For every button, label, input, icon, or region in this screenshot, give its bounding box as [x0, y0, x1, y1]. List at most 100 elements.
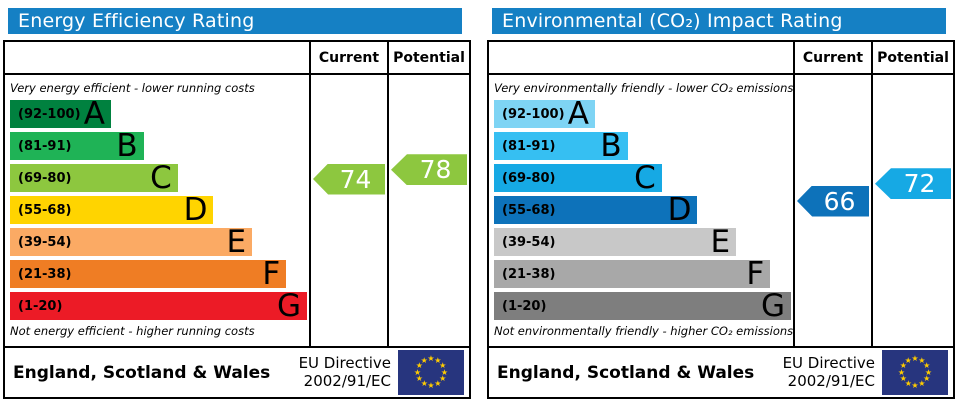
band-letter: F — [746, 256, 765, 292]
band-A: (92-100) A — [10, 96, 111, 132]
band-range: (69-80) — [18, 170, 72, 186]
band-letter: G — [760, 288, 785, 324]
flag-star: ★ — [420, 379, 428, 389]
flag-star: ★ — [434, 355, 442, 365]
band-range: (92-100) — [502, 106, 565, 122]
flag-star: ★ — [924, 367, 933, 377]
flag-star: ★ — [897, 367, 906, 377]
potential-rating-arrow: 78 — [391, 154, 467, 186]
table-footer-row: England, Scotland & Wales EU Directive 2… — [489, 348, 953, 397]
energy-efficiency-panel: Energy Efficiency Rating Current Potenti… — [3, 8, 471, 399]
flag-star: ★ — [899, 360, 907, 370]
current-column-header: Current — [311, 42, 389, 73]
eu-directive-line2: 2002/91/EC — [787, 371, 875, 390]
band-A: (92-100) A — [494, 96, 595, 132]
flag-star: ★ — [911, 381, 919, 390]
eu-directive-label: EU Directive 2002/91/EC — [298, 354, 391, 390]
band-G: (1-20) G — [494, 288, 791, 324]
band-letter: E — [710, 224, 731, 260]
band-letter: C — [150, 160, 172, 196]
band-letter: A — [567, 96, 589, 132]
empty-header-cell — [5, 42, 311, 73]
band-range: (39-54) — [18, 234, 72, 250]
eu-directive-label: EU Directive 2002/91/EC — [782, 354, 875, 390]
potential-rating-value: 72 — [903, 169, 936, 199]
band-letter: D — [183, 192, 208, 228]
flag-star: ★ — [434, 379, 442, 389]
flag-star: ★ — [415, 360, 423, 370]
band-range: (1-20) — [502, 298, 547, 314]
band-G: (1-20) G — [10, 288, 307, 324]
current-rating-value: 66 — [823, 186, 856, 216]
table-footer-row: England, Scotland & Wales EU Directive 2… — [5, 348, 469, 397]
eu-directive-line1: EU Directive — [782, 354, 875, 373]
table-header-row: Current Potential — [489, 42, 953, 75]
band-range: (69-80) — [502, 170, 556, 186]
band-F: (21-38) F — [494, 256, 771, 292]
caption-top: Very environmentally friendly - lower CO… — [494, 81, 794, 95]
eu-flag-icon: ★ ★ ★ ★ ★ ★ ★ ★ ★ ★ ★ ★ — [398, 350, 464, 395]
band-E: (39-54) E — [10, 224, 253, 260]
band-range: (1-20) — [18, 298, 63, 314]
current-rating-value: 74 — [339, 164, 372, 194]
flag-star: ★ — [415, 374, 423, 384]
band-B: (81-91) B — [494, 128, 628, 164]
flag-star: ★ — [440, 367, 449, 377]
rating-bands: (92-100) A (81-91) B (69-80) C (55-68) D (39-54)… — [10, 96, 307, 324]
potential-column-header: Potential — [393, 49, 465, 66]
band-chart-area: Very energy efficient - lower running co… — [5, 75, 311, 346]
band-range: (21-38) — [18, 266, 72, 282]
chart-body-row: Very energy efficient - lower running co… — [5, 75, 469, 348]
band-letter: G — [276, 288, 301, 324]
flag-star: ★ — [904, 379, 912, 389]
flag-star: ★ — [427, 381, 435, 390]
band-range: (92-100) — [18, 106, 81, 122]
band-D: (55-68) D — [10, 192, 214, 228]
panel-title-bar: Energy Efficiency Rating — [8, 8, 462, 34]
current-column-header: Current — [795, 42, 873, 73]
band-range: (21-38) — [502, 266, 556, 282]
flag-star: ★ — [904, 355, 912, 365]
flag-star: ★ — [918, 379, 926, 389]
flag-star: ★ — [918, 355, 926, 365]
panel-title: Energy Efficiency Rating — [18, 10, 255, 32]
band-range: (55-68) — [18, 202, 72, 218]
chart-body-row: Very environmentally friendly - lower CO… — [489, 75, 953, 348]
band-C: (69-80) C — [494, 160, 662, 196]
flag-star: ★ — [923, 360, 931, 370]
band-D: (55-68) D — [494, 192, 698, 228]
band-letter: D — [667, 192, 692, 228]
band-letter: B — [600, 128, 622, 164]
eu-flag-icon: ★ ★ ★ ★ ★ ★ ★ ★ ★ ★ ★ ★ — [882, 350, 948, 395]
eu-directive-line2: 2002/91/EC — [303, 371, 391, 390]
potential-column-header: Potential — [877, 49, 949, 66]
band-letter: C — [634, 160, 656, 196]
caption-top: Very energy efficient - lower running co… — [10, 81, 255, 95]
band-range: (39-54) — [502, 234, 556, 250]
band-range: (55-68) — [502, 202, 556, 218]
band-F: (21-38) F — [10, 256, 287, 292]
flag-star: ★ — [911, 354, 919, 363]
band-letter: A — [83, 96, 105, 132]
environmental-impact-panel: Environmental (CO₂) Impact Rating Curren… — [487, 8, 955, 399]
current-rating-arrow: 66 — [797, 185, 869, 217]
band-letter: F — [262, 256, 281, 292]
panel-title: Environmental (CO₂) Impact Rating — [502, 10, 843, 32]
band-E: (39-54) E — [494, 224, 737, 260]
band-B: (81-91) B — [10, 131, 144, 162]
caption-bottom: Not energy efficient - higher running co… — [10, 324, 255, 338]
flag-star: ★ — [439, 374, 447, 384]
region-label: England, Scotland & Wales — [497, 362, 755, 383]
eu-directive-line1: EU Directive — [298, 354, 391, 373]
flag-star: ★ — [427, 354, 435, 363]
potential-column-cell — [389, 75, 469, 346]
band-range: (81-91) — [18, 138, 72, 154]
table-header-row: Current Potential — [5, 42, 469, 75]
current-column-cell — [795, 75, 873, 346]
band-range: (81-91) — [502, 138, 556, 154]
region-label: England, Scotland & Wales — [13, 362, 271, 383]
band-letter: E — [226, 224, 247, 260]
band-chart-area: Very environmentally friendly - lower CO… — [489, 75, 795, 346]
current-rating-arrow: 74 — [313, 163, 385, 195]
